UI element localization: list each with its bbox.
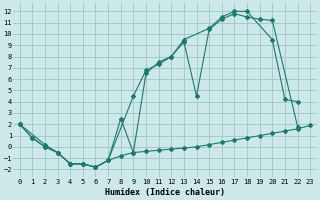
X-axis label: Humidex (Indice chaleur): Humidex (Indice chaleur)	[105, 188, 225, 197]
